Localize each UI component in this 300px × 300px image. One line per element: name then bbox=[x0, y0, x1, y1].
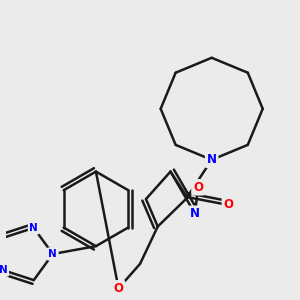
Text: O: O bbox=[224, 198, 233, 212]
Text: N: N bbox=[190, 207, 200, 220]
Text: N: N bbox=[207, 153, 217, 166]
Text: O: O bbox=[113, 282, 124, 295]
Text: N: N bbox=[29, 223, 38, 233]
Text: N: N bbox=[48, 249, 57, 259]
Text: O: O bbox=[193, 181, 203, 194]
Text: N: N bbox=[0, 265, 8, 275]
